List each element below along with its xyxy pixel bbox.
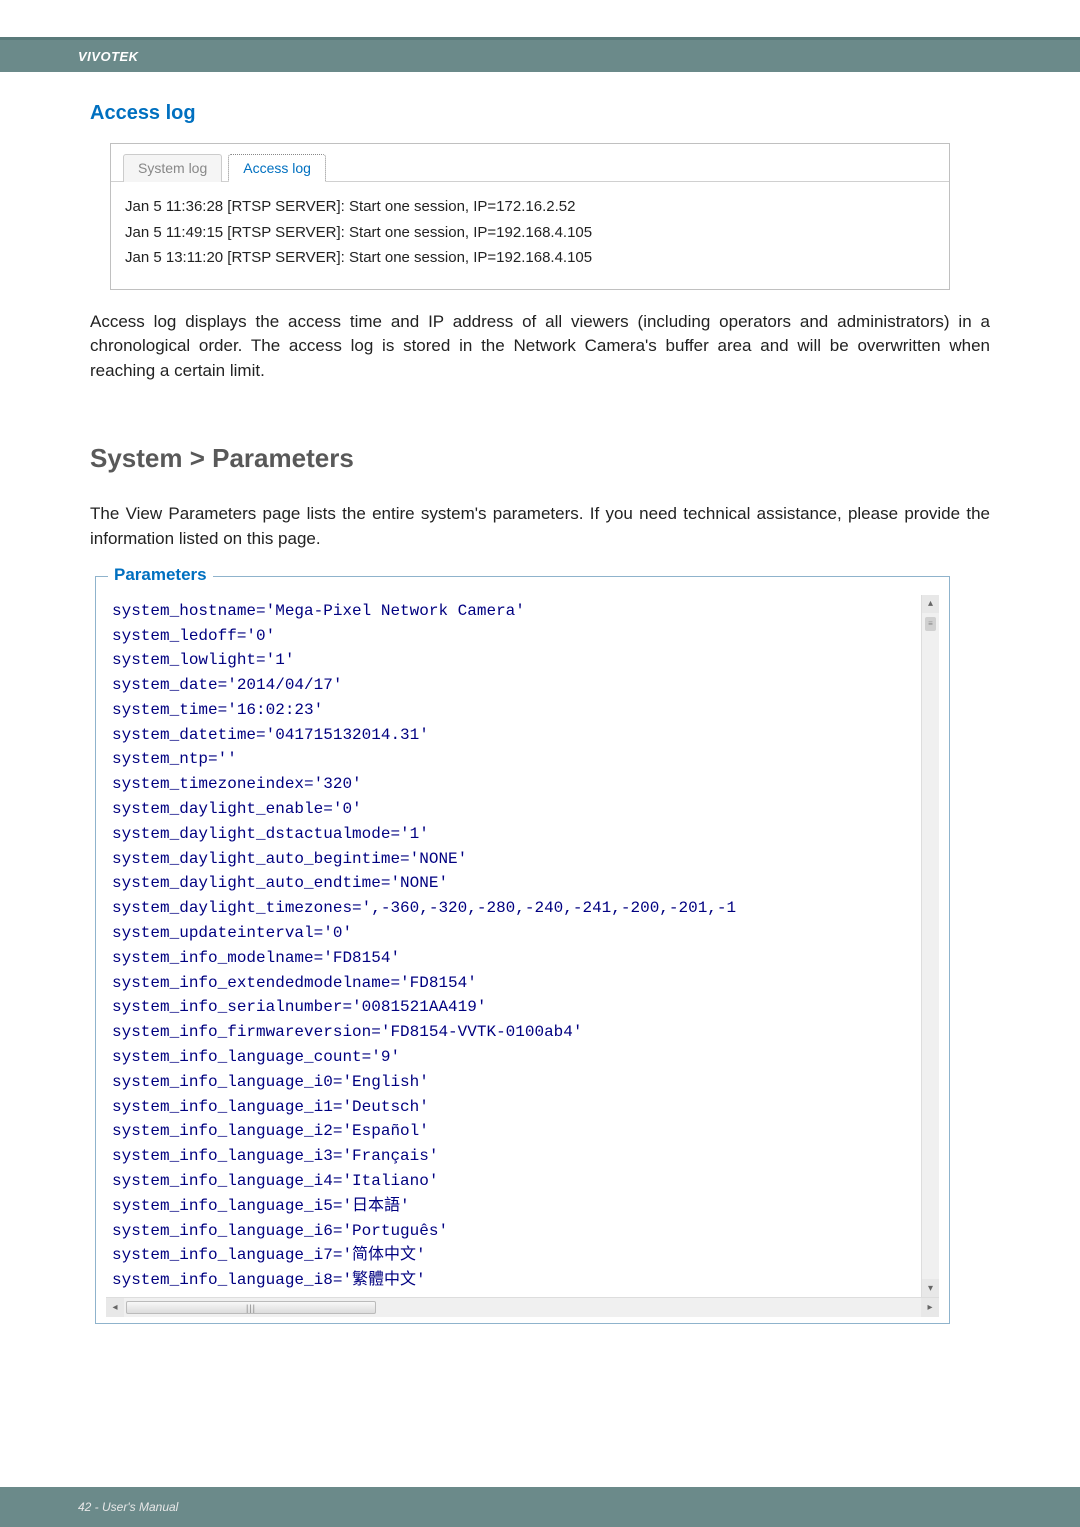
vertical-scrollbar[interactable]: ▴ ≡ ▾ <box>921 595 939 1297</box>
parameters-fieldset: Parameters system_hostname='Mega-Pixel N… <box>95 576 950 1324</box>
scroll-thumb-icon[interactable]: ≡ <box>925 617 936 631</box>
parameters-text: system_hostname='Mega-Pixel Network Came… <box>106 595 939 1297</box>
footer-text: 42 - User's Manual <box>78 1500 178 1514</box>
parameters-intro: The View Parameters page lists the entir… <box>90 502 990 551</box>
page-content: Access log System log Access log Jan 5 1… <box>0 72 1080 1324</box>
tabs-row: System log Access log <box>111 144 949 182</box>
horizontal-scrollbar[interactable]: ◂ ||| ▸ <box>106 1297 939 1317</box>
scroll-up-icon[interactable]: ▴ <box>922 595 939 613</box>
log-line: Jan 5 13:11:20 [RTSP SERVER]: Start one … <box>125 245 935 271</box>
scroll-right-icon[interactable]: ▸ <box>921 1298 939 1317</box>
log-line: Jan 5 11:49:15 [RTSP SERVER]: Start one … <box>125 220 935 246</box>
access-log-description: Access log displays the access time and … <box>90 310 990 384</box>
log-lines: Jan 5 11:36:28 [RTSP SERVER]: Start one … <box>111 182 949 289</box>
tab-system-log[interactable]: System log <box>123 154 222 182</box>
access-log-title: Access log <box>90 102 990 125</box>
footer-bar: 42 - User's Manual <box>0 1487 1080 1527</box>
scroll-left-icon[interactable]: ◂ <box>106 1298 124 1317</box>
log-line: Jan 5 11:36:28 [RTSP SERVER]: Start one … <box>125 194 935 220</box>
parameters-title: System > Parameters <box>90 443 990 474</box>
scroll-down-icon[interactable]: ▾ <box>922 1279 939 1297</box>
tab-access-log[interactable]: Access log <box>228 154 326 182</box>
parameters-scroll-area: system_hostname='Mega-Pixel Network Came… <box>106 595 939 1297</box>
hscroll-thumb[interactable]: ||| <box>126 1301 376 1314</box>
header-bar: VIVOTEK <box>0 40 1080 72</box>
log-panel: System log Access log Jan 5 11:36:28 [RT… <box>110 143 950 290</box>
top-spacer <box>0 0 1080 40</box>
brand-label: VIVOTEK <box>78 49 139 64</box>
parameters-legend: Parameters <box>108 565 213 585</box>
